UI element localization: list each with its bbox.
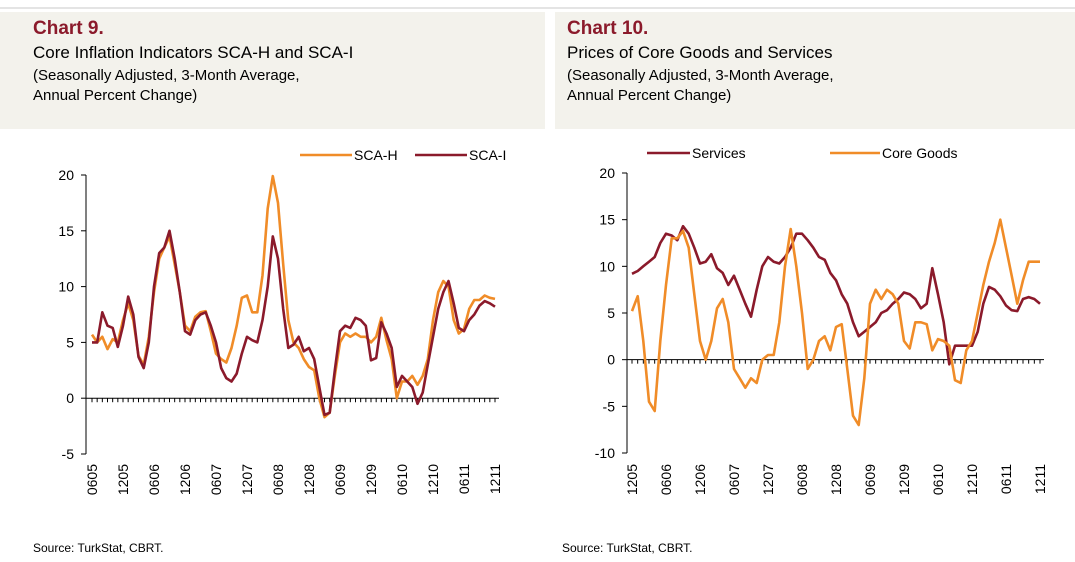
legend-label: Core Goods	[882, 145, 957, 161]
x-tick-label: 1211	[487, 464, 503, 494]
legend-label: Services	[692, 145, 746, 161]
chart-subtitle: Annual Percent Change)	[567, 87, 731, 104]
y-tick-label: 20	[599, 165, 615, 181]
y-tick-label: -5	[603, 398, 616, 414]
chart-subtitle: Annual Percent Change)	[33, 87, 197, 104]
x-tick-label: 0611	[998, 464, 1014, 494]
x-tick-label: 1208	[828, 464, 844, 495]
legend-label: SCA-H	[354, 147, 398, 163]
chart-title: Chart 9.	[33, 18, 104, 39]
y-tick-label: 5	[607, 305, 615, 321]
chart-subtitle: (Seasonally Adjusted, 3-Month Average,	[567, 67, 834, 84]
y-tick-label: 5	[66, 334, 74, 350]
source: Source: TurkStat, CBRT.	[562, 541, 693, 555]
x-tick-label: 1209	[896, 464, 912, 495]
x-tick-label: 1206	[177, 464, 193, 495]
x-tick-label: 0610	[930, 464, 946, 495]
x-tick-label: 1205	[115, 464, 131, 495]
y-tick-label: 0	[607, 352, 615, 368]
x-tick-label: 0611	[456, 464, 472, 494]
y-tick-label: -5	[62, 446, 75, 462]
chart-subtitle: (Seasonally Adjusted, 3-Month Average,	[33, 67, 300, 84]
x-tick-label: 0605	[84, 464, 100, 495]
x-tick-label: 1210	[964, 464, 980, 495]
header-band	[0, 12, 545, 129]
chart-subtitle: Core Inflation Indicators SCA-H and SCA-…	[33, 43, 353, 62]
x-tick-label: 1205	[624, 464, 640, 495]
x-tick-label: 0606	[146, 464, 162, 495]
x-tick-label: 0609	[332, 464, 348, 495]
legend-label: SCA-I	[469, 147, 506, 163]
y-tick-label: 15	[599, 212, 615, 228]
x-tick-label: 0609	[862, 464, 878, 495]
x-tick-label: 0608	[270, 464, 286, 495]
x-tick-label: 1208	[301, 464, 317, 495]
x-tick-label: 1211	[1032, 464, 1048, 494]
y-tick-label: 10	[599, 258, 615, 274]
x-tick-label: 0610	[394, 464, 410, 495]
y-tick-label: 20	[58, 167, 74, 183]
x-tick-label: 0607	[208, 464, 224, 495]
y-tick-label: 10	[58, 279, 74, 295]
chart-title: Chart 10.	[567, 18, 648, 39]
x-tick-label: 1210	[425, 464, 441, 495]
source: Source: TurkStat, CBRT.	[33, 541, 164, 555]
x-tick-label: 0607	[726, 464, 742, 495]
chart-subtitle: Prices of Core Goods and Services	[567, 43, 833, 62]
x-tick-label: 1209	[363, 464, 379, 495]
y-tick-label: 15	[58, 223, 74, 239]
series-line	[630, 218, 1040, 427]
x-tick-label: 0608	[794, 464, 810, 495]
series-line	[92, 229, 496, 417]
x-tick-label: 0606	[658, 464, 674, 495]
y-tick-label: -10	[595, 445, 615, 461]
x-tick-label: 1207	[239, 464, 255, 495]
x-tick-label: 1206	[692, 464, 708, 495]
y-tick-label: 0	[66, 390, 74, 406]
series-line	[631, 224, 1041, 366]
header-band	[555, 12, 1075, 129]
x-tick-label: 1207	[760, 464, 776, 495]
